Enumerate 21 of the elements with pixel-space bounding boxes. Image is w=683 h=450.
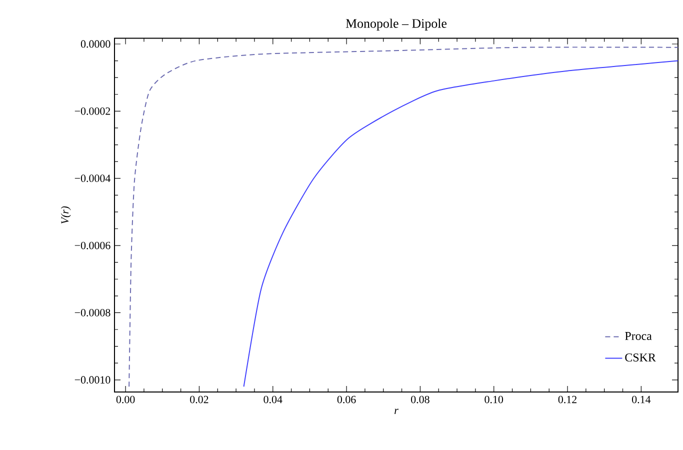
x-tick-label: 0.12	[558, 396, 576, 404]
x-tick-label: 0.14	[632, 396, 651, 404]
chart-title: Monopole – Dipole	[346, 18, 447, 30]
x-axis-title: r	[394, 408, 398, 414]
x-tick-label: 0.10	[484, 396, 504, 404]
y-tick-label: −0.0008	[74, 309, 110, 316]
y-axis-title: V(r)	[60, 206, 71, 224]
y-tick-label: −0.0004	[74, 174, 110, 182]
x-tick-label: 0.02	[190, 396, 208, 404]
line-series	[128, 46, 678, 388]
legend-label: CSKR	[625, 353, 656, 362]
y-tick-label: −0.0006	[74, 242, 110, 250]
x-tick-label: 0.04	[264, 396, 282, 404]
y-tick-label: 0.0000	[80, 40, 110, 48]
legend-label: Proca	[625, 332, 652, 340]
line-series	[243, 60, 678, 388]
y-tick-label: −0.0002	[74, 107, 110, 115]
x-tick-label: 0.08	[411, 396, 430, 404]
x-tick-label: 0.00	[116, 396, 135, 404]
x-tick-label: 0.06	[337, 396, 356, 404]
y-tick-label: −0.0010	[74, 376, 110, 384]
